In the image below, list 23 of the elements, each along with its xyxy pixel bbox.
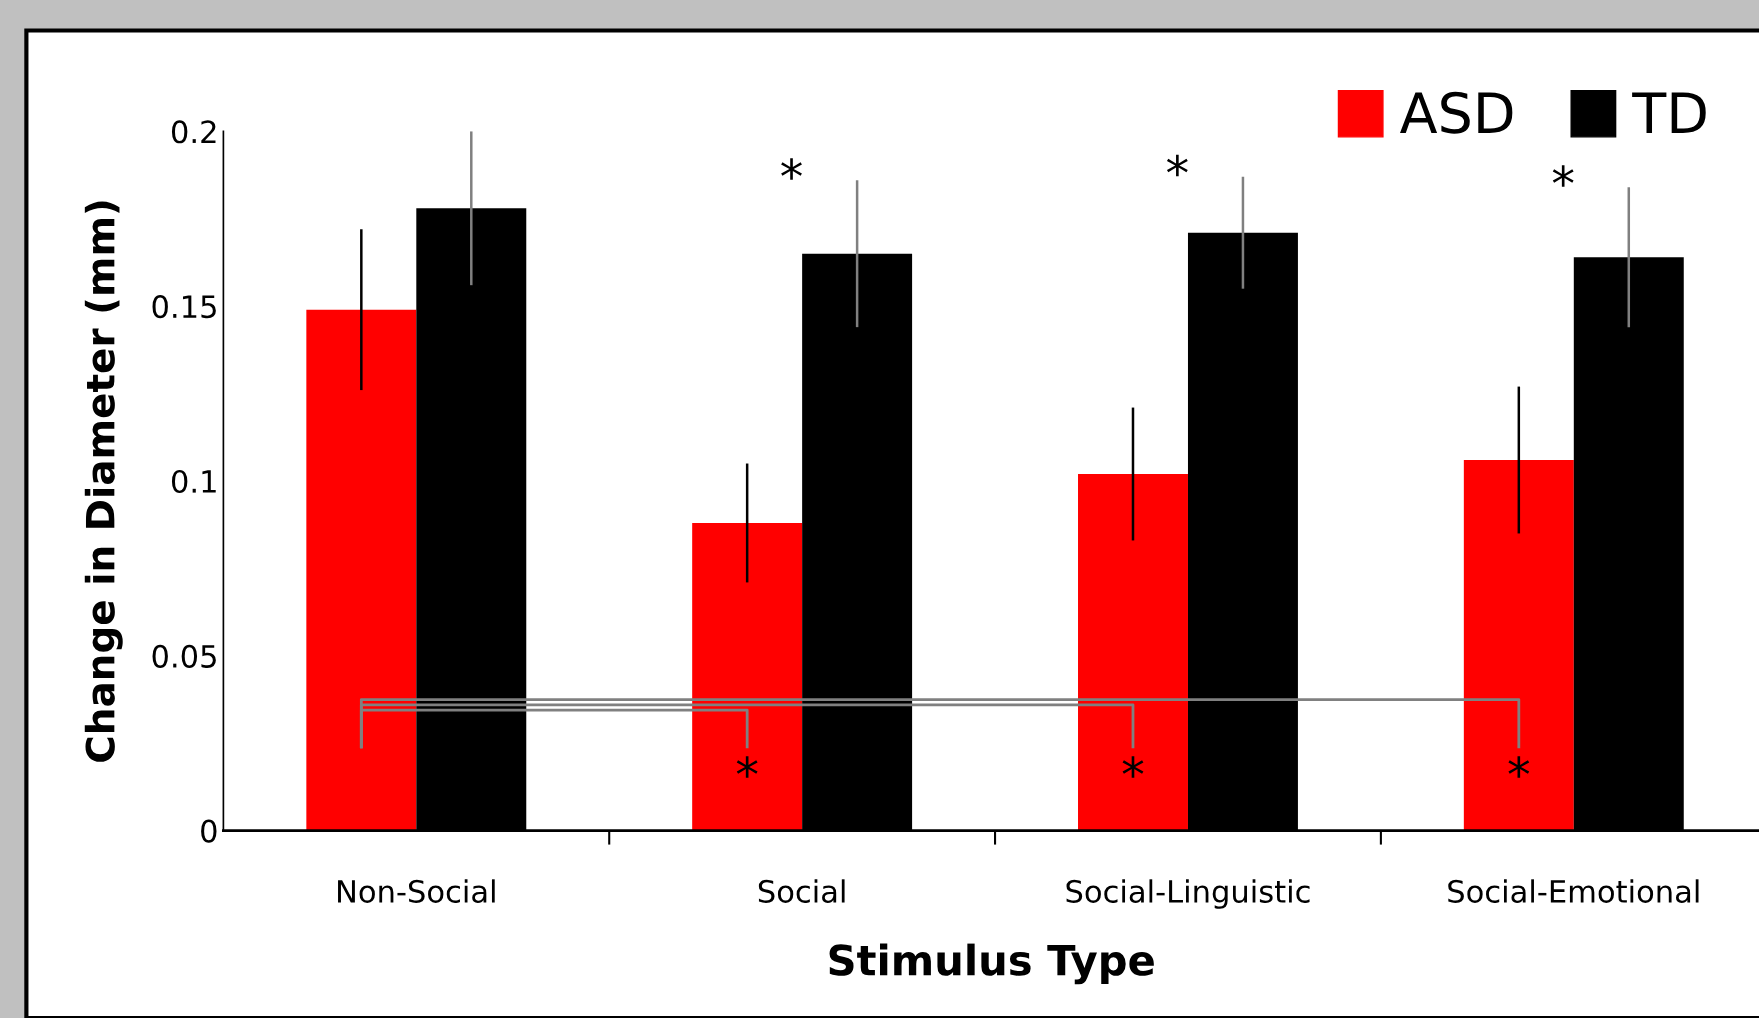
legend-label: ASD — [1400, 91, 1513, 134]
x-tick-label: Social-Emotional — [1448, 879, 1699, 903]
x-tick-label: Social-Linguistic — [1066, 879, 1310, 909]
y-tick-label: 0.05 — [152, 644, 216, 668]
y-tick-label: 0.2 — [171, 120, 216, 144]
bar — [306, 309, 417, 831]
y-tick-label: 0.1 — [171, 469, 216, 494]
annotation: * — [1122, 756, 1144, 778]
x-axis-title: Stimulus Type — [829, 943, 1154, 985]
annotation: * — [1552, 165, 1574, 187]
bar — [692, 522, 803, 831]
legend-label: TD — [1632, 92, 1706, 133]
annotation: * — [781, 158, 802, 180]
bar — [1078, 474, 1188, 831]
annotation: * — [1166, 154, 1188, 177]
annotation: * — [736, 756, 758, 778]
y-axis-title: Change in Diameter (mm) — [84, 201, 123, 762]
x-tick-label: Non-Social — [338, 879, 495, 903]
y-tick-label: 0.15 — [152, 295, 216, 319]
y-tick-label: 0 — [201, 819, 217, 843]
x-tick-label: Social — [758, 879, 845, 903]
bar — [1463, 460, 1574, 831]
annotation: * — [1508, 756, 1530, 778]
